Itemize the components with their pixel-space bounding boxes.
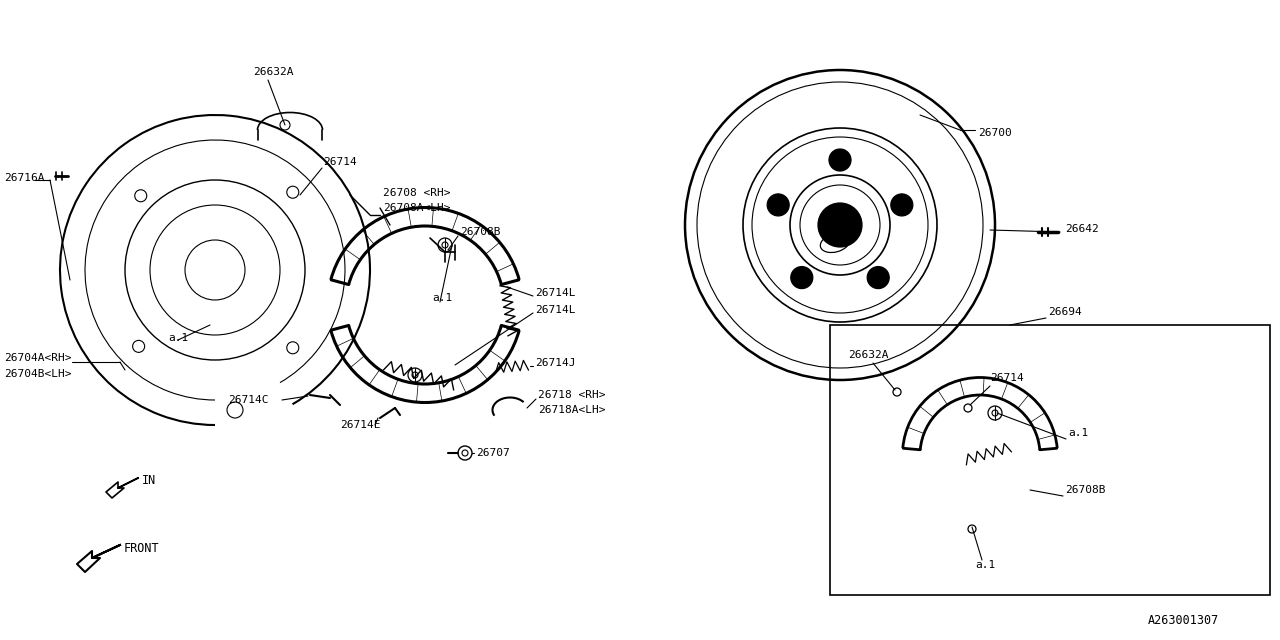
Text: 26714L: 26714L [535,288,576,298]
Text: a.1: a.1 [1068,428,1088,438]
Text: 26704B<LH>: 26704B<LH> [4,369,72,379]
Text: 26714L: 26714L [535,305,576,315]
Text: 26704A<RH>: 26704A<RH> [4,353,72,363]
Text: 26708A<LH>: 26708A<LH> [383,203,451,213]
Circle shape [767,194,790,216]
Text: 26714: 26714 [323,157,357,167]
Text: 26718A<LH>: 26718A<LH> [538,405,605,415]
Text: 26714C: 26714C [228,395,269,405]
Circle shape [891,194,913,216]
Circle shape [791,267,813,289]
Text: 26632A: 26632A [849,350,888,360]
Text: 26694: 26694 [1048,307,1082,317]
Circle shape [868,267,890,289]
Text: a.1: a.1 [433,293,452,303]
Text: IN: IN [142,474,156,486]
Text: FRONT: FRONT [124,541,160,554]
Text: 26642: 26642 [1065,224,1098,234]
Bar [829,325,1270,595]
Text: 26707: 26707 [476,448,509,458]
Text: 26700: 26700 [978,128,1011,138]
Text: 26632A: 26632A [253,67,293,77]
Text: 26708B: 26708B [460,227,500,237]
Text: 26714E: 26714E [340,420,380,430]
Circle shape [818,203,861,247]
Text: a.1: a.1 [168,333,188,343]
Text: A263001307: A263001307 [1148,614,1220,627]
Text: 26718 <RH>: 26718 <RH> [538,390,605,400]
Text: 26714J: 26714J [535,358,576,368]
Text: 26714: 26714 [989,373,1024,383]
Circle shape [829,149,851,171]
Text: a.1: a.1 [975,560,996,570]
Text: 26708 <RH>: 26708 <RH> [383,188,451,198]
Text: 26716A: 26716A [4,173,45,183]
Text: 26708B: 26708B [1065,485,1106,495]
